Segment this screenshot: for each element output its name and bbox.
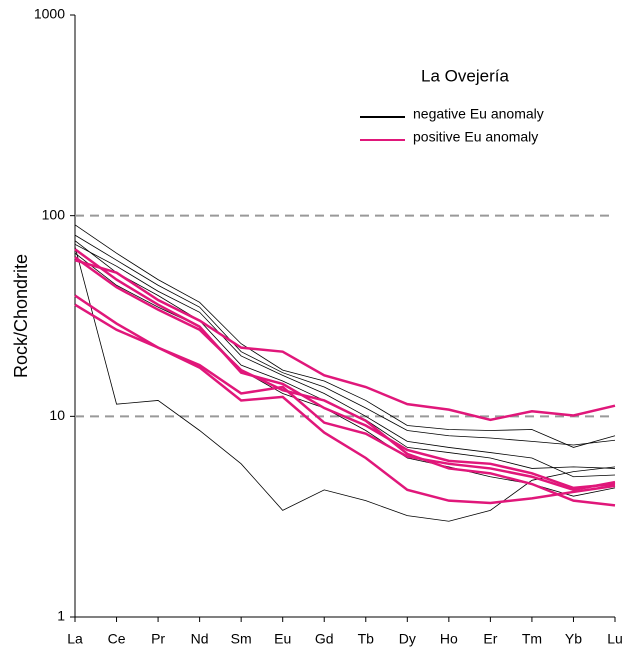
x-tick-label: Eu bbox=[274, 631, 291, 647]
x-tick-label: Pr bbox=[151, 631, 165, 647]
series-line bbox=[74, 234, 616, 446]
x-tick-label: Ce bbox=[108, 631, 126, 647]
x-tick-label: Nd bbox=[191, 631, 209, 647]
x-tick-label: Er bbox=[483, 631, 497, 647]
series-line bbox=[74, 246, 616, 522]
x-tick-label: Sm bbox=[231, 631, 252, 647]
legend-label: positive Eu anomaly bbox=[413, 129, 538, 145]
series-line bbox=[74, 248, 616, 490]
x-tick-label: Tm bbox=[522, 631, 542, 647]
y-axis-label: Rock/Chondrite bbox=[11, 254, 31, 378]
y-tick-label: 1 bbox=[57, 608, 65, 624]
series-line bbox=[74, 240, 616, 469]
series-line bbox=[74, 294, 616, 505]
series-line bbox=[74, 258, 616, 422]
x-tick-label: Yb bbox=[565, 631, 582, 647]
series-line bbox=[74, 303, 616, 492]
series-line bbox=[74, 243, 616, 478]
x-tick-label: Ho bbox=[440, 631, 458, 647]
series-line bbox=[74, 256, 616, 507]
legend-label: negative Eu anomaly bbox=[413, 106, 544, 122]
annotation: La Ovejería bbox=[421, 66, 509, 85]
x-tick-label: Lu bbox=[607, 631, 623, 647]
x-tick-label: Dy bbox=[399, 631, 416, 647]
x-tick-label: Gd bbox=[315, 631, 334, 647]
series-line bbox=[74, 224, 616, 448]
y-tick-label: 1000 bbox=[34, 6, 65, 22]
x-tick-label: La bbox=[67, 631, 83, 647]
y-tick-label: 100 bbox=[42, 206, 66, 222]
y-tick-label: 10 bbox=[49, 407, 65, 423]
x-tick-label: Tb bbox=[358, 631, 375, 647]
